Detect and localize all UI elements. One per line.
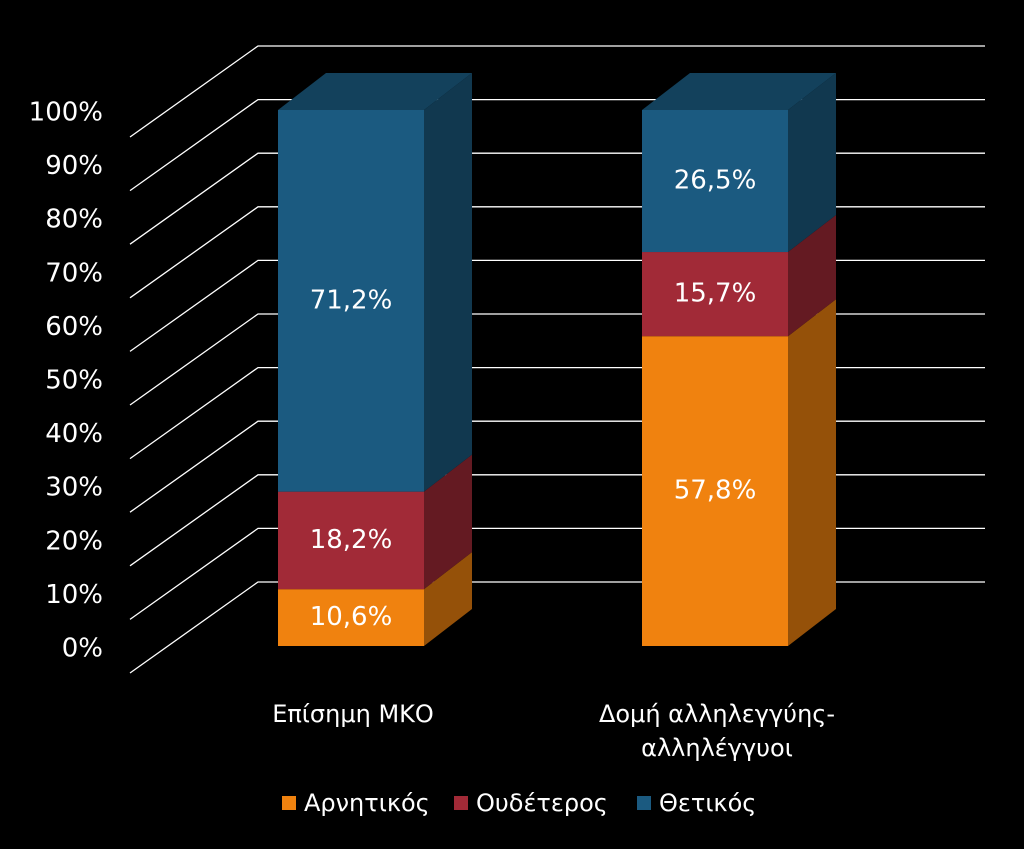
bar-segment-side xyxy=(424,552,472,646)
legend-label: Αρνητικός xyxy=(304,789,430,817)
gridline xyxy=(129,259,985,352)
gridline xyxy=(129,581,985,674)
bar-segment-side xyxy=(788,73,836,253)
data-label: 10,6% xyxy=(310,602,393,632)
data-labels: 10,6% 18,2% 71,2% 57,8% 15,7% 26,5% xyxy=(310,166,757,633)
bar-segment-side xyxy=(788,215,836,337)
gridline xyxy=(129,206,985,299)
gridline xyxy=(129,313,985,406)
y-tick-label: 0% xyxy=(62,634,103,664)
bars xyxy=(278,73,836,646)
data-label: 18,2% xyxy=(310,525,393,555)
data-label: 15,7% xyxy=(674,279,757,309)
bar-segment-side xyxy=(424,454,472,590)
bar-segment-side xyxy=(788,299,836,646)
y-tick-label: 10% xyxy=(45,580,103,610)
bar-segment-side xyxy=(424,73,472,492)
bar-segment xyxy=(278,110,424,492)
data-label: 26,5% xyxy=(674,166,757,196)
bar-segment xyxy=(278,491,424,590)
bar-segment xyxy=(278,589,424,646)
gridline xyxy=(129,527,985,620)
gridlines xyxy=(129,45,985,674)
bar-segment xyxy=(642,336,788,646)
y-tick-label: 80% xyxy=(45,205,103,235)
y-axis-tick-labels: 0% 10% 20% 30% 40% 50% 60% 70% 80% 90% 100% xyxy=(29,98,103,664)
gridline xyxy=(129,366,985,460)
bar-segment xyxy=(642,252,788,337)
y-tick-label: 100% xyxy=(29,98,103,128)
legend-swatch xyxy=(637,796,651,810)
data-label: 71,2% xyxy=(310,285,393,315)
legend-swatch xyxy=(454,796,468,810)
y-tick-label: 50% xyxy=(45,366,103,396)
x-axis-category-labels: Επίσημη ΜΚΟ Δομή αλληλεγγύης-αλληλέγγυοι xyxy=(272,700,835,762)
legend-label: Θετικός xyxy=(659,789,756,817)
bar-top-face xyxy=(278,73,472,110)
gridline xyxy=(129,474,985,567)
x-category-label: Δομή αλληλεγγύης-αλληλέγγυοι xyxy=(599,700,835,762)
y-tick-label: 70% xyxy=(45,258,103,288)
y-tick-label: 40% xyxy=(45,419,103,449)
gridline xyxy=(129,152,985,245)
y-tick-label: 90% xyxy=(45,151,103,181)
legend: Αρνητικός Ουδέτερος Θετικός xyxy=(282,789,756,817)
data-label: 57,8% xyxy=(674,476,757,506)
y-tick-label: 60% xyxy=(45,312,103,342)
gridline xyxy=(129,98,985,192)
legend-swatch xyxy=(282,796,296,810)
y-tick-label: 30% xyxy=(45,473,103,503)
x-category-label: Επίσημη ΜΚΟ xyxy=(272,700,434,728)
y-tick-label: 20% xyxy=(45,526,103,556)
bar-segment xyxy=(642,110,788,253)
legend-label: Ουδέτερος xyxy=(476,789,608,817)
gridline xyxy=(129,420,985,513)
bar-top-face xyxy=(642,73,836,110)
gridline xyxy=(129,45,985,138)
